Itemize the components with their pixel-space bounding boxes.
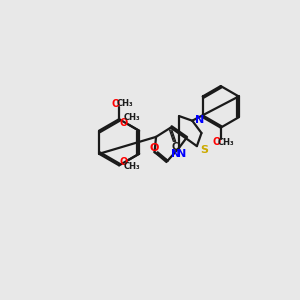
Text: O: O xyxy=(112,99,120,109)
Text: CH₃: CH₃ xyxy=(123,113,140,122)
Text: N: N xyxy=(195,115,204,125)
Text: CH₃: CH₃ xyxy=(117,99,134,108)
Text: O: O xyxy=(120,118,128,128)
Text: C: C xyxy=(172,142,179,152)
Text: O: O xyxy=(120,157,128,166)
Text: CH₃: CH₃ xyxy=(123,162,140,171)
Text: O: O xyxy=(213,137,221,147)
Text: N: N xyxy=(177,149,186,159)
Text: O: O xyxy=(149,143,158,153)
Text: S: S xyxy=(200,145,208,155)
Text: N: N xyxy=(171,149,180,159)
Text: CH₃: CH₃ xyxy=(218,138,234,147)
